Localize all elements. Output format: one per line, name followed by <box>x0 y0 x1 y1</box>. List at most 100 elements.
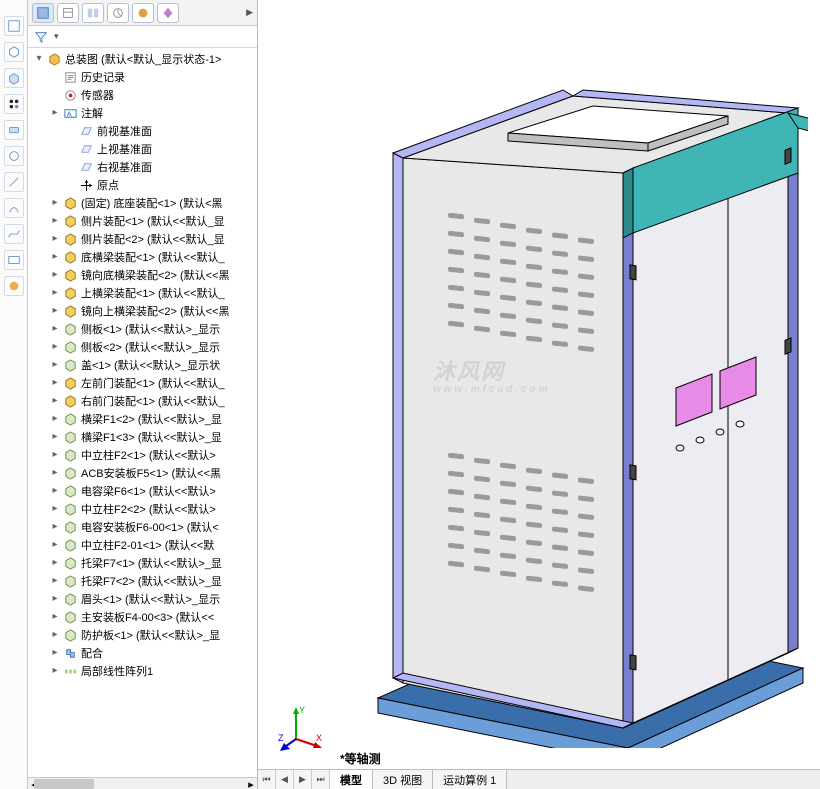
tree-item[interactable]: 原点 <box>32 176 255 194</box>
expand-icon[interactable]: ▸ <box>50 486 60 496</box>
sketch3d-icon[interactable] <box>4 42 24 62</box>
expand-icon[interactable]: ▸ <box>50 306 60 316</box>
tree-item[interactable]: ▸配合 <box>32 644 255 662</box>
tab-first-icon[interactable]: ⏮ <box>258 770 276 789</box>
expand-icon[interactable] <box>66 144 76 154</box>
feature-tree[interactable]: ▾总装图 (默认<默认_显示状态-1>历史记录传感器▸A注解前视基准面上视基准面… <box>28 48 257 777</box>
expand-icon[interactable] <box>66 162 76 172</box>
scroll-right-icon[interactable]: ▸ <box>245 778 257 789</box>
tree-item[interactable]: ▸底横梁装配<1> (默认<<默认_ <box>32 248 255 266</box>
tree-item[interactable]: ▸ACB安装板F5<1> (默认<<黑 <box>32 464 255 482</box>
tree-item[interactable]: ▸托梁F7<1> (默认<<默认>_显 <box>32 554 255 572</box>
expand-icon[interactable]: ▸ <box>50 468 60 478</box>
expand-icon[interactable]: ▸ <box>50 648 60 658</box>
spline-icon[interactable] <box>4 224 24 244</box>
tree-item[interactable]: ▸中立柱F2<1> (默认<<默认> <box>32 446 255 464</box>
sketch-icon[interactable] <box>4 16 24 36</box>
expand-icon[interactable]: ▸ <box>50 216 60 226</box>
tree-item[interactable]: ▸横梁F1<2> (默认<<默认>_显 <box>32 410 255 428</box>
expand-icon[interactable]: ▸ <box>50 324 60 334</box>
expand-icon[interactable]: ▸ <box>50 288 60 298</box>
expand-icon[interactable]: ▸ <box>50 612 60 622</box>
funnel-icon[interactable] <box>34 30 48 44</box>
tree-item[interactable]: ▸托梁F7<2> (默认<<默认>_显 <box>32 572 255 590</box>
tree-item[interactable]: 右视基准面 <box>32 158 255 176</box>
viewport-tab[interactable]: 运动算例 1 <box>433 770 507 789</box>
expand-icon[interactable]: ▸ <box>50 594 60 604</box>
tree-item[interactable]: ▸电容梁F6<1> (默认<<默认> <box>32 482 255 500</box>
tree-item[interactable]: 上视基准面 <box>32 140 255 158</box>
expand-icon[interactable]: ▸ <box>50 432 60 442</box>
panel-dropdown-icon[interactable]: ▶ <box>246 7 253 18</box>
body-icon[interactable] <box>4 68 24 88</box>
tree-item[interactable]: ▸侧片装配<2> (默认<<默认_显 <box>32 230 255 248</box>
expand-icon[interactable]: ▸ <box>50 396 60 406</box>
expand-icon[interactable] <box>50 72 60 82</box>
line-icon[interactable] <box>4 172 24 192</box>
appearance-icon[interactable] <box>4 276 24 296</box>
property-tab[interactable] <box>57 3 79 23</box>
expand-icon[interactable]: ▸ <box>50 378 60 388</box>
tree-item[interactable]: ▸中立柱F2<2> (默认<<默认> <box>32 500 255 518</box>
tree-item[interactable]: 传感器 <box>32 86 255 104</box>
expand-icon[interactable]: ▸ <box>50 540 60 550</box>
expand-icon[interactable]: ▸ <box>50 504 60 514</box>
dim-tab[interactable] <box>107 3 129 23</box>
tree-item[interactable]: ▸横梁F1<3> (默认<<默认>_显 <box>32 428 255 446</box>
feature-tree-tab[interactable] <box>32 3 54 23</box>
tree-item[interactable]: 前视基准面 <box>32 122 255 140</box>
expand-icon[interactable]: ▸ <box>50 234 60 244</box>
config-tab[interactable] <box>82 3 104 23</box>
pattern-icon[interactable] <box>4 94 24 114</box>
display-state-tab[interactable] <box>132 3 154 23</box>
render-tab[interactable] <box>157 3 179 23</box>
expand-icon[interactable] <box>66 180 76 190</box>
tree-item[interactable]: ▸左前门装配<1> (默认<<默认_ <box>32 374 255 392</box>
tree-item[interactable]: ▸侧片装配<1> (默认<<默认_显 <box>32 212 255 230</box>
expand-icon[interactable]: ▸ <box>50 414 60 424</box>
expand-icon[interactable]: ▸ <box>50 342 60 352</box>
tree-item[interactable]: ▸侧板<2> (默认<<默认>_显示 <box>32 338 255 356</box>
tree-item[interactable]: ▸上横梁装配<1> (默认<<默认_ <box>32 284 255 302</box>
viewport-3d[interactable]: 沐风网 www.mfcad.com Y X Z *等轴测 ⏮ ◀ ▶ ⏭ 模型3… <box>258 0 820 789</box>
viewport-tab[interactable]: 3D 视图 <box>373 770 433 789</box>
tree-item[interactable]: ▸(固定) 底座装配<1> (默认<黑 <box>32 194 255 212</box>
tree-item[interactable]: ▸中立柱F2-01<1> (默认<<默 <box>32 536 255 554</box>
display-icon[interactable] <box>4 250 24 270</box>
expand-icon[interactable] <box>66 126 76 136</box>
scroll-thumb[interactable] <box>34 779 94 789</box>
tree-item[interactable]: ▸局部线性阵列1 <box>32 662 255 680</box>
expand-icon[interactable]: ▸ <box>50 270 60 280</box>
arc-icon[interactable] <box>4 198 24 218</box>
tab-last-icon[interactable]: ⏭ <box>312 770 330 789</box>
tree-item[interactable]: ▸眉头<1> (默认<<默认>_显示 <box>32 590 255 608</box>
tab-next-icon[interactable]: ▶ <box>294 770 312 789</box>
tab-prev-icon[interactable]: ◀ <box>276 770 294 789</box>
expand-icon[interactable]: ▸ <box>50 522 60 532</box>
expand-icon[interactable] <box>50 90 60 100</box>
tree-item[interactable]: ▸右前门装配<1> (默认<<默认_ <box>32 392 255 410</box>
tree-item[interactable]: ▸电容安装板F6-00<1> (默认< <box>32 518 255 536</box>
expand-icon[interactable]: ▸ <box>50 666 60 676</box>
expand-icon[interactable]: ▸ <box>50 108 60 118</box>
tree-root[interactable]: ▾总装图 (默认<默认_显示状态-1> <box>32 50 255 68</box>
tree-item[interactable]: ▸防护板<1> (默认<<默认>_显 <box>32 626 255 644</box>
tree-item[interactable]: ▸镜向底横梁装配<2> (默认<<黑 <box>32 266 255 284</box>
expand-icon[interactable]: ▸ <box>50 252 60 262</box>
expand-icon[interactable]: ▸ <box>50 630 60 640</box>
tree-item[interactable]: ▸镜向上横梁装配<2> (默认<<黑 <box>32 302 255 320</box>
tree-item[interactable]: ▸侧板<1> (默认<<默认>_显示 <box>32 320 255 338</box>
feature-icon[interactable] <box>4 120 24 140</box>
expand-icon[interactable]: ▸ <box>50 450 60 460</box>
expand-icon[interactable]: ▸ <box>50 198 60 208</box>
tree-item[interactable]: ▸盖<1> (默认<<默认>_显示状 <box>32 356 255 374</box>
hole-icon[interactable] <box>4 146 24 166</box>
tree-hscroll[interactable]: ◂ ▸ <box>28 777 257 789</box>
expand-icon[interactable]: ▸ <box>50 558 60 568</box>
tree-item[interactable]: ▸主安装板F4-00<3> (默认<< <box>32 608 255 626</box>
tree-item[interactable]: ▸A注解 <box>32 104 255 122</box>
tree-item[interactable]: 历史记录 <box>32 68 255 86</box>
viewport-tab[interactable]: 模型 <box>330 770 373 789</box>
expand-icon[interactable]: ▸ <box>50 360 60 370</box>
expand-icon[interactable]: ▸ <box>50 576 60 586</box>
